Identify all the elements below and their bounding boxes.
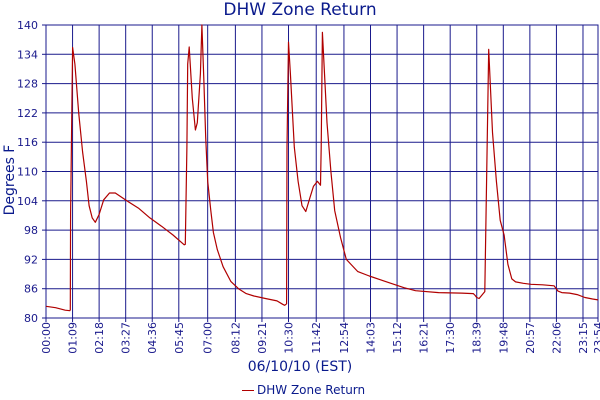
y-tick-label: 86 xyxy=(24,283,38,296)
x-tick-label: 17:30 xyxy=(444,322,457,354)
y-tick-label: 92 xyxy=(24,253,38,266)
y-tick-label: 128 xyxy=(17,78,38,91)
y-tick-label: 134 xyxy=(17,48,38,61)
x-tick-label: 14:03 xyxy=(365,322,378,354)
legend: DHW Zone Return xyxy=(242,383,365,397)
chart-title: DHW Zone Return xyxy=(223,0,377,20)
x-tick-label: 20:57 xyxy=(524,322,537,354)
x-tick-label: 23:15 xyxy=(577,322,590,354)
x-tick-label: 05:45 xyxy=(173,322,186,354)
y-tick-label: 110 xyxy=(17,166,38,179)
x-tick-label: 12:54 xyxy=(338,322,351,354)
y-tick-label: 98 xyxy=(24,224,38,237)
y-tick-label: 116 xyxy=(17,136,38,149)
series-line xyxy=(45,24,599,312)
x-tick-label: 15:12 xyxy=(391,322,404,354)
x-axis-label: 06/10/10 (EST) xyxy=(247,359,353,375)
legend-swatch xyxy=(242,389,254,391)
x-axis-ticks: 00:00 01:09 02:18 03:27 04:36 05:45 07:00 08:12… xyxy=(40,318,600,354)
y-tick-label: 80 xyxy=(24,312,38,325)
x-tick-label: 01:09 xyxy=(67,322,80,354)
x-tick-label: 11:42 xyxy=(310,322,323,354)
x-tick-label: 03:27 xyxy=(120,322,133,354)
x-tick-label: 22:06 xyxy=(550,322,563,354)
series-layer xyxy=(45,24,599,312)
y-tick-label: 140 xyxy=(17,19,38,32)
legend-entry: DHW Zone Return xyxy=(257,383,366,397)
y-axis-ticks: 80 86 92 98 104 110 116 122 128 134 140 xyxy=(17,19,46,325)
y-tick-label: 104 xyxy=(17,195,38,208)
x-tick-label: 02:18 xyxy=(93,322,106,354)
x-tick-label: 19:48 xyxy=(497,322,510,354)
x-tick-label: 23:54 xyxy=(592,322,600,354)
y-tick-label: 122 xyxy=(17,107,38,120)
y-axis-label: Degrees F xyxy=(2,144,18,216)
x-tick-label: 08:12 xyxy=(229,322,242,354)
x-tick-label: 09:21 xyxy=(256,322,269,354)
x-tick-label: 10:30 xyxy=(283,322,296,354)
x-tick-label: 18:39 xyxy=(471,322,484,354)
x-tick-label: 07:00 xyxy=(202,322,215,354)
x-tick-label: 00:00 xyxy=(40,322,53,354)
x-tick-label: 04:36 xyxy=(146,322,159,354)
x-tick-label: 16:21 xyxy=(418,322,431,354)
